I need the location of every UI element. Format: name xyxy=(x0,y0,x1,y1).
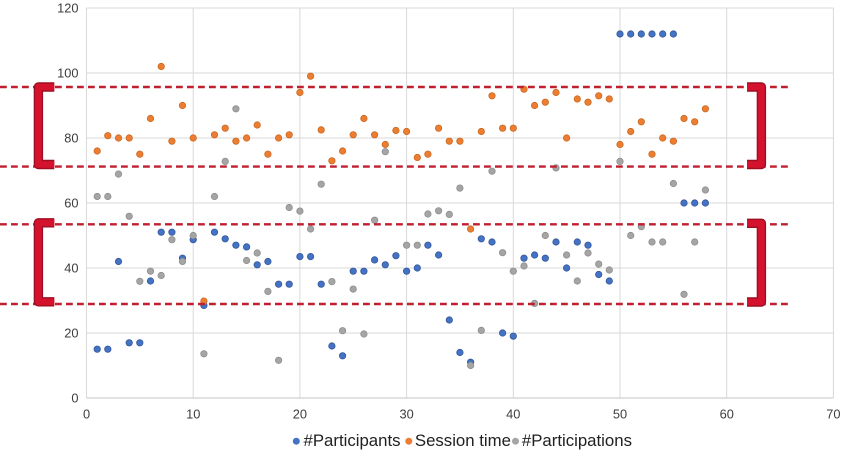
svg-text:Session time: Session time xyxy=(415,431,511,450)
svg-text:20: 20 xyxy=(64,325,78,340)
svg-text:50: 50 xyxy=(613,407,627,422)
svg-text:40: 40 xyxy=(506,407,520,422)
svg-text:120: 120 xyxy=(57,0,78,15)
svg-text:40: 40 xyxy=(64,260,78,275)
svg-text:70: 70 xyxy=(826,407,840,422)
svg-text:80: 80 xyxy=(64,130,78,145)
svg-text:100: 100 xyxy=(57,65,78,80)
svg-text:30: 30 xyxy=(399,407,413,422)
svg-text:60: 60 xyxy=(64,195,78,210)
svg-text:0: 0 xyxy=(83,407,90,422)
svg-text:#Participants: #Participants xyxy=(304,431,401,450)
svg-text:60: 60 xyxy=(720,407,734,422)
svg-text:0: 0 xyxy=(71,390,78,405)
svg-text:#Participations: #Participations xyxy=(522,431,632,450)
svg-text:10: 10 xyxy=(186,407,200,422)
svg-text:20: 20 xyxy=(293,407,307,422)
